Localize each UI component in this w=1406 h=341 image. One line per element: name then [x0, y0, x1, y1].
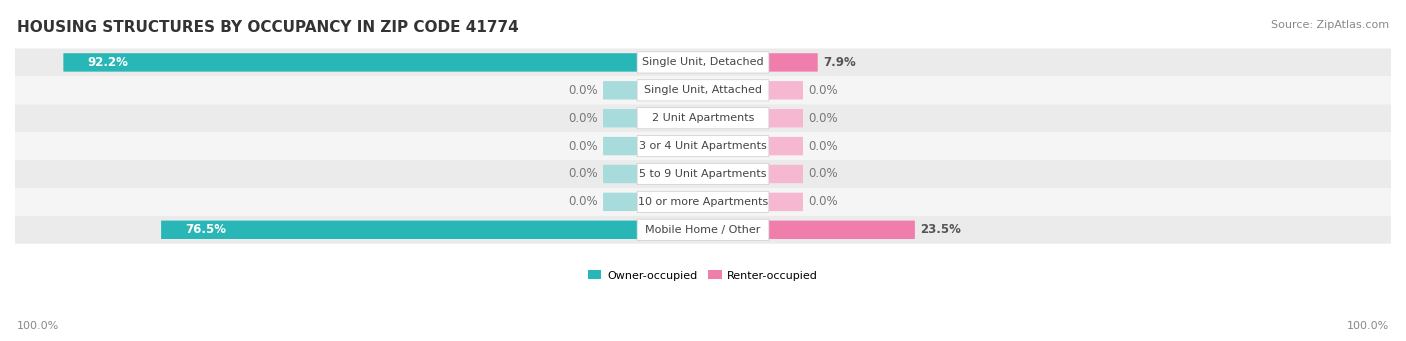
FancyBboxPatch shape: [15, 76, 1391, 104]
FancyBboxPatch shape: [162, 221, 638, 239]
FancyBboxPatch shape: [15, 48, 1391, 76]
Text: 0.0%: 0.0%: [568, 167, 598, 180]
FancyBboxPatch shape: [637, 163, 769, 184]
FancyBboxPatch shape: [603, 109, 638, 128]
FancyBboxPatch shape: [637, 108, 769, 129]
Text: 7.9%: 7.9%: [823, 56, 856, 69]
FancyBboxPatch shape: [15, 188, 1391, 216]
FancyBboxPatch shape: [637, 219, 769, 240]
FancyBboxPatch shape: [768, 221, 915, 239]
Text: Source: ZipAtlas.com: Source: ZipAtlas.com: [1271, 20, 1389, 30]
Text: 3 or 4 Unit Apartments: 3 or 4 Unit Apartments: [640, 141, 766, 151]
FancyBboxPatch shape: [603, 81, 638, 100]
FancyBboxPatch shape: [637, 80, 769, 101]
Text: Mobile Home / Other: Mobile Home / Other: [645, 225, 761, 235]
FancyBboxPatch shape: [768, 137, 803, 155]
FancyBboxPatch shape: [63, 53, 638, 72]
FancyBboxPatch shape: [15, 132, 1391, 160]
FancyBboxPatch shape: [768, 193, 803, 211]
Text: 0.0%: 0.0%: [568, 195, 598, 208]
Text: 0.0%: 0.0%: [568, 84, 598, 97]
Text: 0.0%: 0.0%: [568, 112, 598, 125]
FancyBboxPatch shape: [15, 160, 1391, 188]
FancyBboxPatch shape: [768, 53, 818, 72]
FancyBboxPatch shape: [15, 104, 1391, 132]
Text: HOUSING STRUCTURES BY OCCUPANCY IN ZIP CODE 41774: HOUSING STRUCTURES BY OCCUPANCY IN ZIP C…: [17, 20, 519, 35]
FancyBboxPatch shape: [603, 193, 638, 211]
Text: 0.0%: 0.0%: [808, 139, 838, 153]
Text: 23.5%: 23.5%: [920, 223, 962, 236]
Text: 100.0%: 100.0%: [17, 321, 59, 331]
Text: 5 to 9 Unit Apartments: 5 to 9 Unit Apartments: [640, 169, 766, 179]
Text: Single Unit, Attached: Single Unit, Attached: [644, 85, 762, 95]
Text: 0.0%: 0.0%: [808, 167, 838, 180]
FancyBboxPatch shape: [15, 216, 1391, 244]
Text: 2 Unit Apartments: 2 Unit Apartments: [652, 113, 754, 123]
Text: 76.5%: 76.5%: [186, 223, 226, 236]
Text: 0.0%: 0.0%: [808, 84, 838, 97]
Text: 0.0%: 0.0%: [808, 195, 838, 208]
FancyBboxPatch shape: [603, 137, 638, 155]
Text: Single Unit, Detached: Single Unit, Detached: [643, 57, 763, 68]
FancyBboxPatch shape: [603, 165, 638, 183]
FancyBboxPatch shape: [637, 135, 769, 157]
Legend: Owner-occupied, Renter-occupied: Owner-occupied, Renter-occupied: [583, 266, 823, 285]
FancyBboxPatch shape: [637, 52, 769, 73]
FancyBboxPatch shape: [768, 165, 803, 183]
Text: 0.0%: 0.0%: [808, 112, 838, 125]
FancyBboxPatch shape: [768, 109, 803, 128]
FancyBboxPatch shape: [768, 81, 803, 100]
Text: 0.0%: 0.0%: [568, 139, 598, 153]
Text: 10 or more Apartments: 10 or more Apartments: [638, 197, 768, 207]
Text: 100.0%: 100.0%: [1347, 321, 1389, 331]
Text: 92.2%: 92.2%: [87, 56, 128, 69]
FancyBboxPatch shape: [637, 191, 769, 212]
